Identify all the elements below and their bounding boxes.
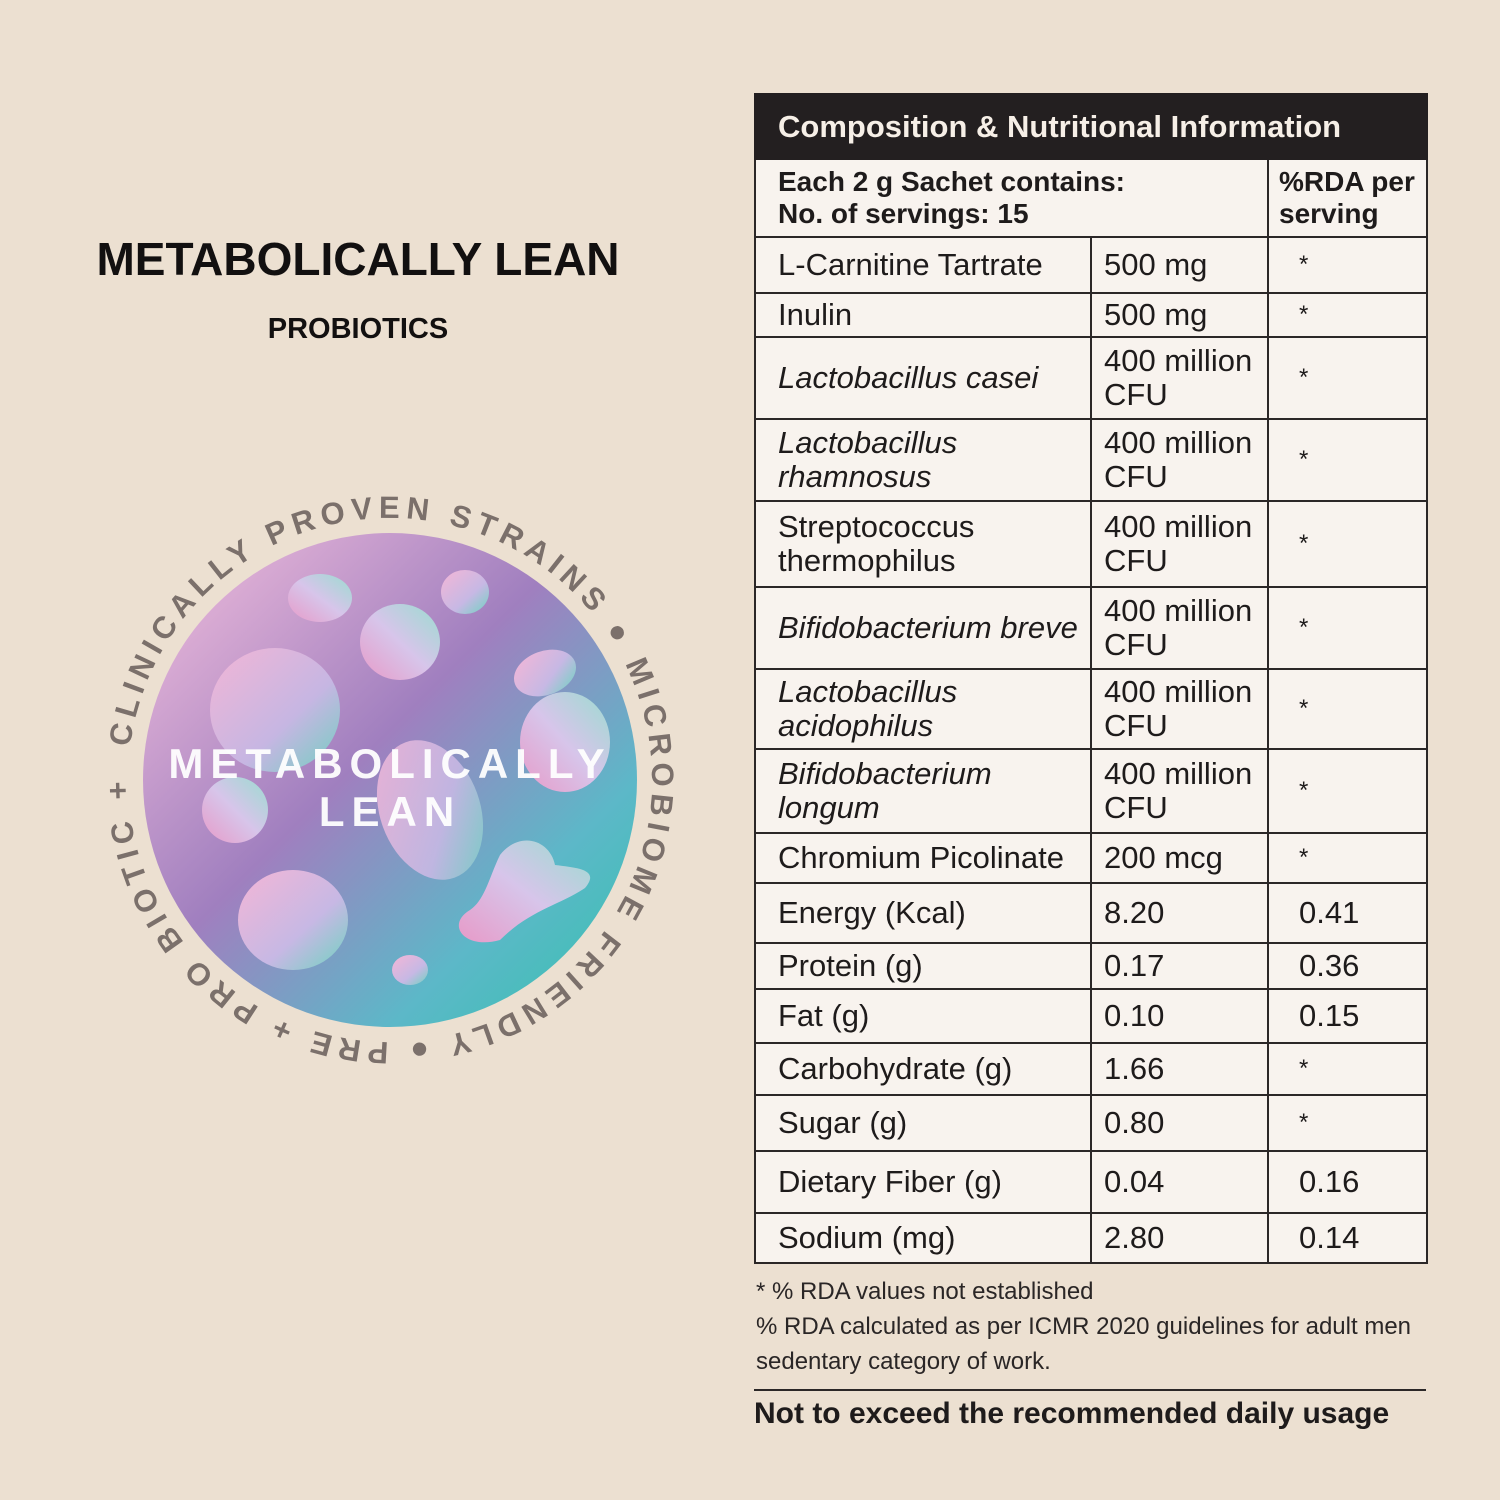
ingredient-amount: 400 million CFU (1090, 336, 1269, 420)
ingredient-rda: * (1266, 832, 1429, 884)
ingredient-name: L-Carnitine Tartrate (754, 236, 1092, 294)
ingredient-name: Lactobacillus acidophilus (754, 668, 1092, 750)
ingredient-rda: * (1266, 292, 1429, 338)
table-row: Energy (Kcal) 8.20 0.41 (754, 882, 1429, 944)
ingredient-rda: * (1266, 418, 1429, 502)
ingredient-name: Protein (g) (754, 942, 1092, 990)
table-row: Fat (g) 0.10 0.15 (754, 988, 1429, 1044)
ingredient-amount: 400 million CFU (1090, 418, 1269, 502)
ingredient-rda: * (1266, 1094, 1429, 1152)
ingredient-amount: 400 million CFU (1090, 748, 1269, 834)
table-row: Bifidobacterium longum 400 million CFU * (754, 748, 1429, 834)
nutrition-table: Composition & Nutritional Information Ea… (753, 93, 1429, 1264)
table-row: L-Carnitine Tartrate 500 mg * (754, 236, 1429, 294)
ingredient-name: Bifidobacterium longum (754, 748, 1092, 834)
ingredient-name: Lactobacillus casei (754, 336, 1092, 420)
ingredient-amount: 500 mg (1090, 236, 1269, 294)
table-row: Dietary Fiber (g) 0.04 0.16 (754, 1150, 1429, 1214)
ingredient-amount: 400 million CFU (1090, 586, 1269, 670)
ingredient-amount: 8.20 (1090, 882, 1269, 944)
usage-warning: Not to exceed the recommended daily usag… (754, 1397, 1390, 1430)
ingredient-amount: 0.17 (1090, 942, 1269, 990)
ingredient-name: Bifidobacterium breve (754, 586, 1092, 670)
nutrition-panel: Composition & Nutritional Information Ea… (753, 93, 1429, 1431)
table-row: Lactobacillus rhamnosus 400 million CFU * (754, 418, 1429, 502)
ingredient-amount: 500 mg (1090, 292, 1269, 338)
badge-center-line2: LEAN (319, 788, 461, 835)
table-row: Chromium Picolinate 200 mcg * (754, 832, 1429, 884)
ingredient-rda: * (1266, 500, 1429, 588)
ingredient-rda: * (1266, 748, 1429, 834)
ingredient-amount: 1.66 (1090, 1042, 1269, 1096)
ingredient-name: Chromium Picolinate (754, 832, 1092, 884)
ingredient-amount: 2.80 (1090, 1212, 1269, 1264)
ingredient-rda: * (1266, 586, 1429, 670)
ingredient-rda: 0.36 (1266, 942, 1429, 990)
table-row: Inulin 500 mg * (754, 292, 1429, 338)
rda-header-line2: serving (1279, 198, 1379, 229)
ingredient-name: Streptococcus thermophilus (754, 500, 1092, 588)
divider-line (754, 1389, 1426, 1391)
ingredient-amount: 400 million CFU (1090, 668, 1269, 750)
ingredient-name: Fat (g) (754, 988, 1092, 1044)
table-row: Lactobacillus acidophilus 400 million CFU… (754, 668, 1429, 750)
ingredient-rda: 0.14 (1266, 1212, 1429, 1264)
footnote-rda-not-established: * % RDA values not established (756, 1278, 1094, 1305)
ingredient-rda: 0.41 (1266, 882, 1429, 944)
ingredient-amount: 0.04 (1090, 1150, 1269, 1214)
ingredient-name: Energy (Kcal) (754, 882, 1092, 944)
ingredient-rda: * (1266, 236, 1429, 294)
serving-size: Each 2 g Sachet contains: (778, 166, 1125, 197)
ingredient-name: Lactobacillus rhamnosus (754, 418, 1092, 502)
ingredient-name: Dietary Fiber (g) (754, 1150, 1092, 1214)
badge-graphic: CLINICALLY PROVEN STRAINS ● MICROBIOME F… (80, 470, 674, 1070)
probiotic-badge: CLINICALLY PROVEN STRAINS ● MICROBIOME F… (80, 470, 700, 1090)
table-row: Lactobacillus casei 400 million CFU * (754, 336, 1429, 420)
ingredient-amount: 200 mcg (1090, 832, 1269, 884)
table-row: Streptococcus thermophilus 400 million CF… (754, 500, 1429, 588)
ingredient-rda: 0.16 (1266, 1150, 1429, 1214)
table-row: Protein (g) 0.17 0.36 (754, 942, 1429, 990)
ingredient-rda: * (1266, 336, 1429, 420)
rda-column-header: %RDA per serving (1266, 158, 1429, 238)
product-title: METABOLICALLY LEAN (96, 233, 620, 285)
badge-center-line1: METABOLICALLY (168, 740, 611, 787)
rda-header-line1: %RDA per (1279, 166, 1415, 197)
table-row: Sodium (mg) 2.80 0.14 (754, 1212, 1429, 1264)
serving-info: Each 2 g Sachet contains: No. of serving… (754, 158, 1269, 238)
ingredient-name: Carbohydrate (g) (754, 1042, 1092, 1096)
footnote-icmr: % RDA calculated as per ICMR 2020 guidel… (756, 1313, 1412, 1375)
ingredient-name: Inulin (754, 292, 1092, 338)
table-row: Carbohydrate (g) 1.66 * (754, 1042, 1429, 1096)
table-row: Bifidobacterium breve 400 million CFU * (754, 586, 1429, 670)
ingredient-amount: 0.80 (1090, 1094, 1269, 1152)
ingredient-amount: 0.10 (1090, 988, 1269, 1044)
table-row: Sugar (g) 0.80 * (754, 1094, 1429, 1152)
ingredient-rda: 0.15 (1266, 988, 1429, 1044)
footnotes: * % RDA values not established % RDA cal… (754, 1274, 1426, 1379)
servings-count: No. of servings: 15 (778, 198, 1029, 229)
ingredient-rda: * (1266, 668, 1429, 750)
ingredient-name: Sodium (mg) (754, 1212, 1092, 1264)
product-subtitle: PROBIOTICS (267, 313, 449, 345)
table-header: Composition & Nutritional Information (753, 93, 1429, 160)
nutrition-rows: L-Carnitine Tartrate 500 mg * Inulin 500 mg *… (754, 236, 1429, 1264)
ingredient-rda: * (1266, 1042, 1429, 1096)
ingredient-amount: 400 million CFU (1090, 500, 1269, 588)
ingredient-name: Sugar (g) (754, 1094, 1092, 1152)
